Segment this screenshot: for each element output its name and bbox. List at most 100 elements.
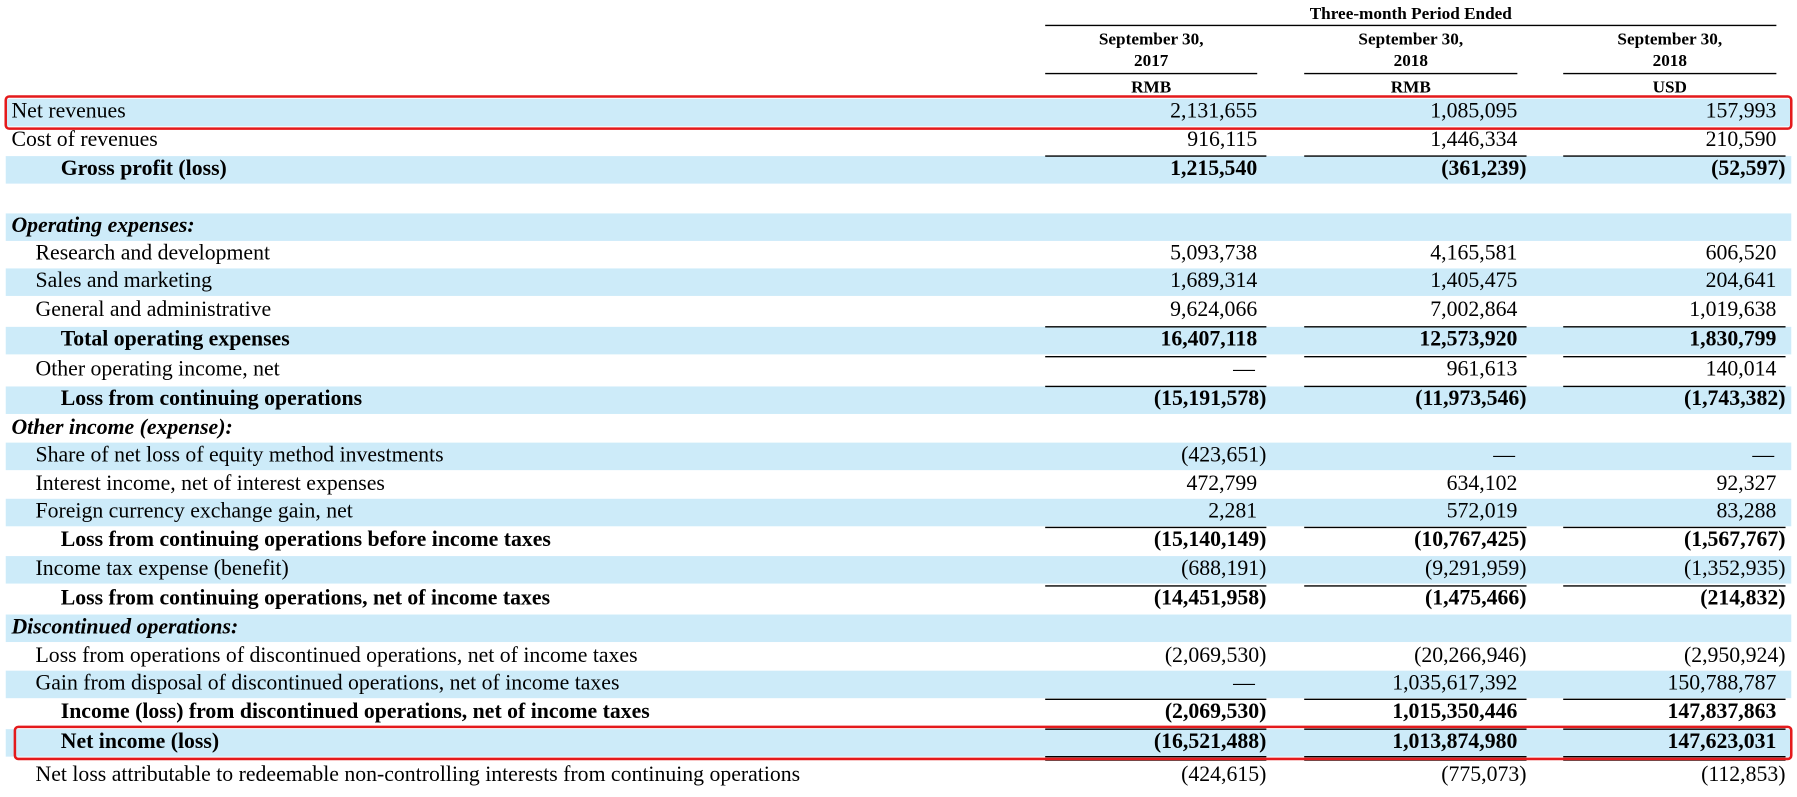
row-label: Loss from continuing operations [61,386,362,410]
row-label: Income (loss) from discontinued operatio… [61,699,650,723]
cell-value: 83,288 [1717,499,1777,523]
row-background [5,729,1792,757]
cell-value: (361,239) [1441,156,1526,180]
cell-value: (2,069,530) [1165,699,1267,723]
row-background [5,268,1792,296]
cell-value: (9,291,959) [1425,556,1527,580]
column-year: 2018 [1394,51,1429,70]
cell-value: 204,641 [1706,268,1777,292]
row-background [5,442,1792,471]
cell-value: 150,788,787 [1668,670,1777,694]
cell-value: 92,327 [1717,471,1777,495]
section-label: Discontinued operations: [10,614,238,638]
row-label: Net loss attributable to redeemable non-… [36,762,801,786]
row-background [5,156,1792,184]
cell-value: (2,069,530) [1165,643,1267,667]
column-currency: RMB [1391,77,1431,96]
cell-value: — [1492,442,1515,466]
cell-value: 140,014 [1706,356,1777,380]
header-group: Three-month Period Ended [1310,4,1513,23]
row-background [5,670,1792,699]
cell-value: (112,853) [1701,762,1785,786]
row-label: Research and development [36,241,271,265]
column-currency: RMB [1131,77,1171,96]
column-currency: USD [1653,77,1687,96]
highlight-box [13,725,1793,761]
cell-value: 12,573,920 [1419,327,1517,351]
cell-value: 5,093,738 [1170,241,1257,265]
cell-value: — [1232,356,1255,380]
row-label: Interest income, net of interest expense… [36,471,385,495]
row-background [5,556,1792,584]
row-label: Loss from continuing operations, net of … [61,586,550,610]
cell-value: 147,623,031 [1668,729,1777,753]
row-label: Gain from disposal of discontinued opera… [36,670,620,694]
row-label: Net revenues [11,99,125,123]
cell-value: 634,102 [1447,471,1518,495]
cell-value: 1,015,350,446 [1392,699,1517,723]
cell-value: (10,767,425) [1414,527,1526,551]
cell-value: (2,950,924) [1684,643,1786,667]
cell-value: 147,837,863 [1668,699,1777,723]
row-label: Total operating expenses [61,327,290,351]
cell-value: — [1232,670,1255,694]
cell-value: 157,993 [1706,99,1777,123]
cell-value: (423,651) [1181,442,1266,466]
cell-value: 1,446,334 [1430,127,1517,151]
cell-value: 16,407,118 [1160,327,1257,351]
row-label: Net income (loss) [61,729,219,753]
row-label: Loss from continuing operations before i… [61,527,551,551]
row-label: Gross profit (loss) [61,156,227,180]
column-date: September 30, [1358,29,1463,48]
row-background [5,98,1792,127]
cell-value: 4,165,581 [1430,241,1517,265]
row-background [5,326,1792,355]
row-background [5,614,1792,643]
row-label: Cost of revenues [11,127,157,151]
cell-value: 1,405,475 [1430,268,1517,292]
column-year: 2018 [1653,51,1688,70]
cell-value: (775,073) [1441,762,1526,786]
cell-value: 2,131,655 [1170,99,1257,123]
cell-value: 9,624,066 [1170,297,1257,321]
column-date: September 30, [1099,29,1204,48]
highlight-box [4,95,1793,130]
section-label: Other income (expense): [11,415,232,439]
cell-value: — [1751,442,1774,466]
cell-value: 606,520 [1706,241,1777,265]
section-label: Operating expenses: [11,213,194,237]
cell-value: (16,521,488) [1154,729,1266,753]
cell-value: 2,281 [1208,499,1257,523]
cell-value: (1,475,466) [1425,586,1527,610]
column-year: 2017 [1134,51,1169,70]
row-label: Foreign currency exchange gain, net [36,499,353,523]
cell-value: (1,567,767) [1684,527,1786,551]
column-date: September 30, [1617,29,1722,48]
cell-value: (1,352,935) [1684,556,1786,580]
cell-value: (15,140,149) [1154,527,1266,551]
cell-value: 7,002,864 [1430,297,1517,321]
cell-value: 1,085,095 [1430,99,1517,123]
cell-value: 961,613 [1447,356,1518,380]
cell-value: 1,013,874,980 [1392,729,1517,753]
cell-value: 1,689,314 [1170,268,1257,292]
cell-value: (20,266,946) [1414,643,1526,667]
row-label: Income tax expense (benefit) [36,556,289,580]
cell-value: (1,743,382) [1684,386,1786,410]
row-background [5,498,1792,527]
cell-value: (688,191) [1181,556,1266,580]
cell-value: 472,799 [1186,471,1257,495]
cell-value: 572,019 [1447,499,1518,523]
row-background [5,386,1792,414]
row-label: Sales and marketing [36,268,213,292]
row-background [5,213,1792,241]
cell-value: 1,019,638 [1689,297,1776,321]
row-label: Loss from operations of discontinued ope… [36,643,638,667]
cell-value: 210,590 [1706,127,1777,151]
cell-value: 916,115 [1187,127,1257,151]
cell-value: (214,832) [1700,586,1785,610]
cell-value: (52,597) [1711,156,1785,180]
cell-value: (424,615) [1181,762,1266,786]
